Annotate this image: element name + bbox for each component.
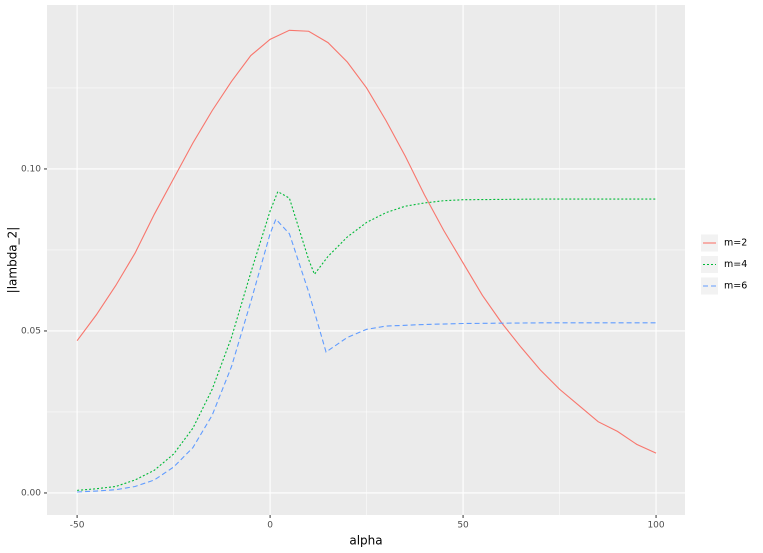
panel [47,5,685,515]
legend-key-bg [701,256,718,273]
y-tick-label: 0.10 [21,164,41,174]
legend-label: m=4 [724,259,747,270]
x-axis-title: alpha [349,534,382,548]
legend-label: m=2 [724,238,747,249]
legend-label: m=6 [724,281,747,292]
x-tick-label: 50 [457,521,469,531]
x-tick-label: 0 [267,521,273,531]
line-series [77,190,657,491]
legend-key-bg [701,277,718,295]
line-series [76,29,657,454]
x-tick-label: -50 [70,521,85,531]
y-axis-title: |lambda_2| [6,227,20,294]
y-tick-label: 0.05 [21,326,41,336]
line-series [77,218,657,493]
y-tick-label: 0.00 [21,488,41,498]
x-tick-label: 100 [647,521,664,531]
